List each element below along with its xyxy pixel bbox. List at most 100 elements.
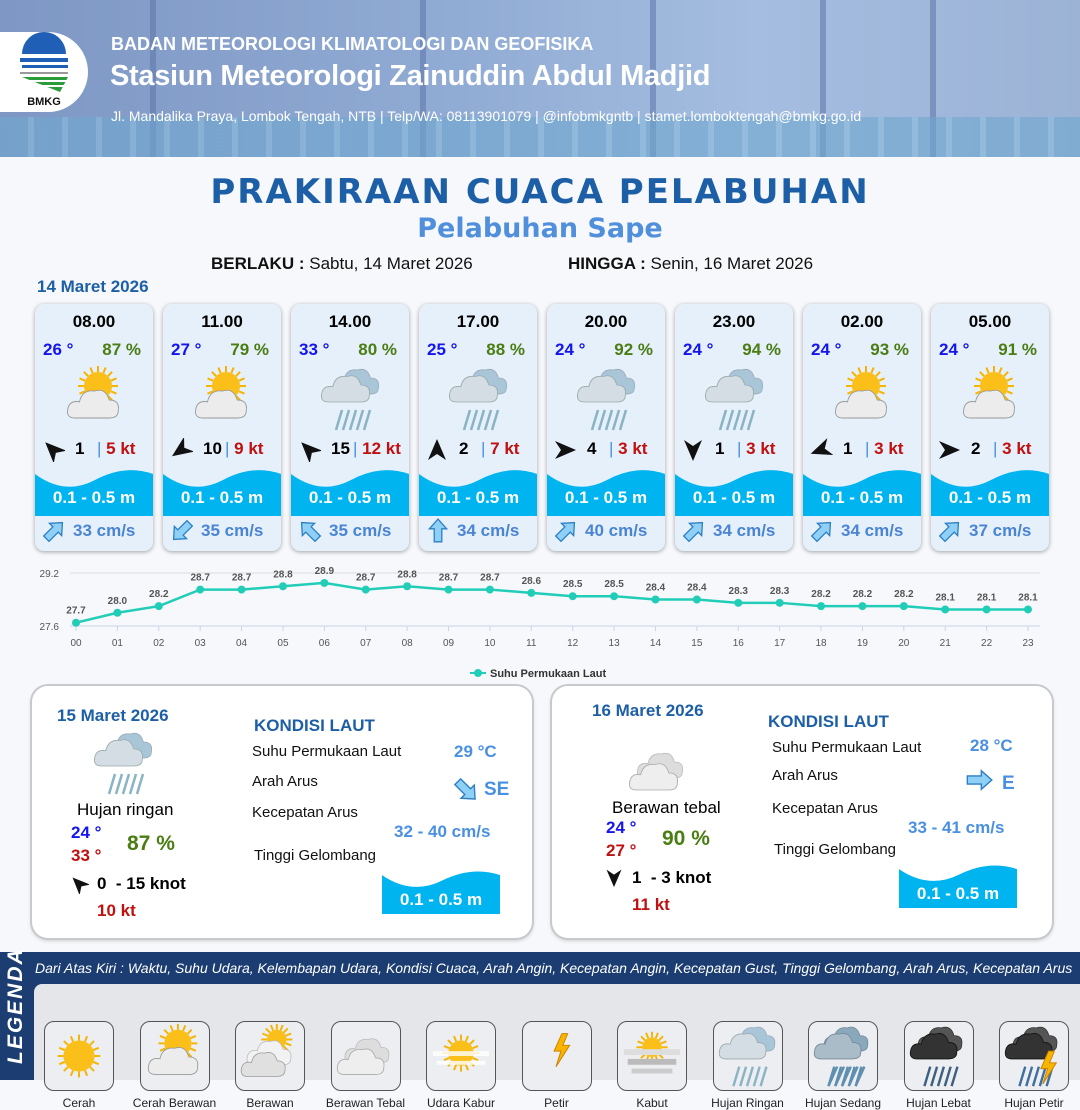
bmkg-logo: BMKG <box>0 32 88 112</box>
gust: | 3 kt <box>865 439 904 458</box>
data-label: 28.0 <box>108 596 128 607</box>
max-temp: 27 ° <box>606 841 637 860</box>
wind-direction-icon <box>69 874 91 896</box>
data-point <box>692 595 701 604</box>
data-label: 28.7 <box>356 573 376 584</box>
data-point <box>568 592 577 601</box>
legend-description: Dari Atas Kiri : Waktu, Suhu Udara, Kele… <box>35 960 1073 976</box>
current-speed-label: Kecepatan Arus <box>772 800 878 817</box>
humidity: 79 % <box>230 340 269 359</box>
wind-range: 1 - 3 knot <box>632 868 712 887</box>
min-temp: 24 ° <box>606 818 637 837</box>
current-direction: E <box>1002 773 1015 794</box>
legend-label: Berawan <box>246 1096 294 1110</box>
wind-direction-icon <box>604 868 626 890</box>
air-temp: 24 ° <box>683 340 714 359</box>
current-direction: SE <box>484 779 510 800</box>
wave-icon <box>163 462 281 516</box>
hujan-ringan-icon <box>699 364 771 434</box>
data-point <box>817 602 826 611</box>
wind-speed: 10 <box>203 439 222 458</box>
legend-marker <box>474 669 482 677</box>
wave-icon <box>419 462 537 516</box>
legend-berawan-icon <box>235 1021 305 1091</box>
condition: Berawan tebal <box>612 798 721 817</box>
data-point <box>527 588 536 597</box>
air-temp: 24 ° <box>555 340 586 359</box>
current-speed-label: Kecepatan Arus <box>252 804 358 821</box>
current-speed: 40 cm/s <box>585 521 648 540</box>
wave-icon <box>931 462 1049 516</box>
x-tick: 14 <box>650 638 662 649</box>
data-point <box>1024 605 1032 614</box>
humidity: 91 % <box>998 340 1037 359</box>
contact-info: Jl. Mandalika Praya, Lombok Tengah, NTB … <box>111 108 862 124</box>
air-temp: 26 ° <box>43 340 74 359</box>
data-point <box>941 605 950 614</box>
legend-label: Hujan Petir <box>1004 1096 1064 1110</box>
x-tick: 00 <box>70 638 82 649</box>
legend-label: Petir <box>544 1096 569 1110</box>
x-tick: 07 <box>360 638 372 649</box>
data-point <box>775 598 784 607</box>
wind-direction-icon <box>425 438 449 462</box>
time: 17.00 <box>456 312 500 331</box>
wave-height: 0.1 - 0.5 m <box>180 488 264 507</box>
forecast-card: 05.00 24 ° 91 % 2 | 3 kt 0.1 - 0.5 m 37 … <box>931 304 1049 551</box>
time: 14.00 <box>328 312 372 331</box>
data-label: 28.5 <box>563 579 583 590</box>
legend-kabut-icon <box>617 1021 687 1091</box>
air-temp: 24 ° <box>811 340 842 359</box>
day-date: 15 Maret 2026 <box>57 706 169 725</box>
wind-speed: 1 <box>715 439 725 458</box>
data-point <box>444 585 453 594</box>
day-date: 16 Maret 2026 <box>592 701 704 720</box>
gust: | 3 kt <box>737 439 776 458</box>
humidity: 92 % <box>614 340 653 359</box>
forecast-card: 02.00 24 ° 93 % 1 | 3 kt 0.1 - 0.5 m 34 … <box>803 304 921 551</box>
legend-label: Udara Kabur <box>426 1096 496 1110</box>
wind-speed: 1 <box>75 439 85 458</box>
data-label: 28.2 <box>149 589 169 600</box>
data-label: 28.3 <box>729 586 749 597</box>
sea-condition-title: KONDISI LAUT <box>768 712 889 731</box>
current-direction-icon <box>965 766 993 794</box>
current-speed: 35 cm/s <box>329 521 392 540</box>
sst-line <box>75 581 1028 624</box>
cerah-berawan-icon <box>955 364 1027 434</box>
legend-berawan-tebal-icon <box>330 1021 401 1091</box>
gust: | 3 kt <box>993 439 1032 458</box>
humidity: 94 % <box>742 340 781 359</box>
air-temp: 24 ° <box>939 340 970 359</box>
humidity: 88 % <box>486 340 525 359</box>
wave-height: 0.1 - 0.5 m <box>564 488 648 507</box>
gust: | 5 kt <box>97 439 136 458</box>
x-tick: 17 <box>774 638 786 649</box>
data-label: 28.2 <box>811 589 831 600</box>
current-direction-icon <box>809 518 835 544</box>
wind-speed: 1 <box>843 439 853 458</box>
legend-label: Suhu Permukaan Laut <box>490 668 606 680</box>
legend-hujan-sedang-icon <box>808 1021 878 1091</box>
wind-speed: 15 <box>331 439 350 458</box>
berawan-tebal-icon <box>624 736 694 806</box>
wave-height: 0.1 - 0.5 m <box>399 890 483 909</box>
legend: LEGENDA Dari Atas Kiri : Waktu, Suhu Uda… <box>0 947 1080 1110</box>
data-point <box>72 618 80 627</box>
legend-label: Hujan Sedang <box>804 1096 882 1110</box>
y-tick: 27.6 <box>40 622 60 633</box>
data-label: 28.2 <box>853 589 873 600</box>
wind-direction-icon <box>297 438 323 464</box>
current-direction-icon <box>297 518 323 544</box>
x-tick: 20 <box>898 638 910 649</box>
wave-icon <box>899 858 1017 908</box>
wave-label: Tinggi Gelombang <box>774 841 897 858</box>
current-speed: 34 cm/s <box>713 521 776 540</box>
wave-icon <box>803 462 921 516</box>
time: 02.00 <box>840 312 884 331</box>
current-dir-label: Arah Arus <box>252 773 318 790</box>
data-label: 28.7 <box>232 573 252 584</box>
humidity: 93 % <box>870 340 909 359</box>
x-tick: 12 <box>567 638 579 649</box>
data-label: 28.5 <box>604 579 624 590</box>
